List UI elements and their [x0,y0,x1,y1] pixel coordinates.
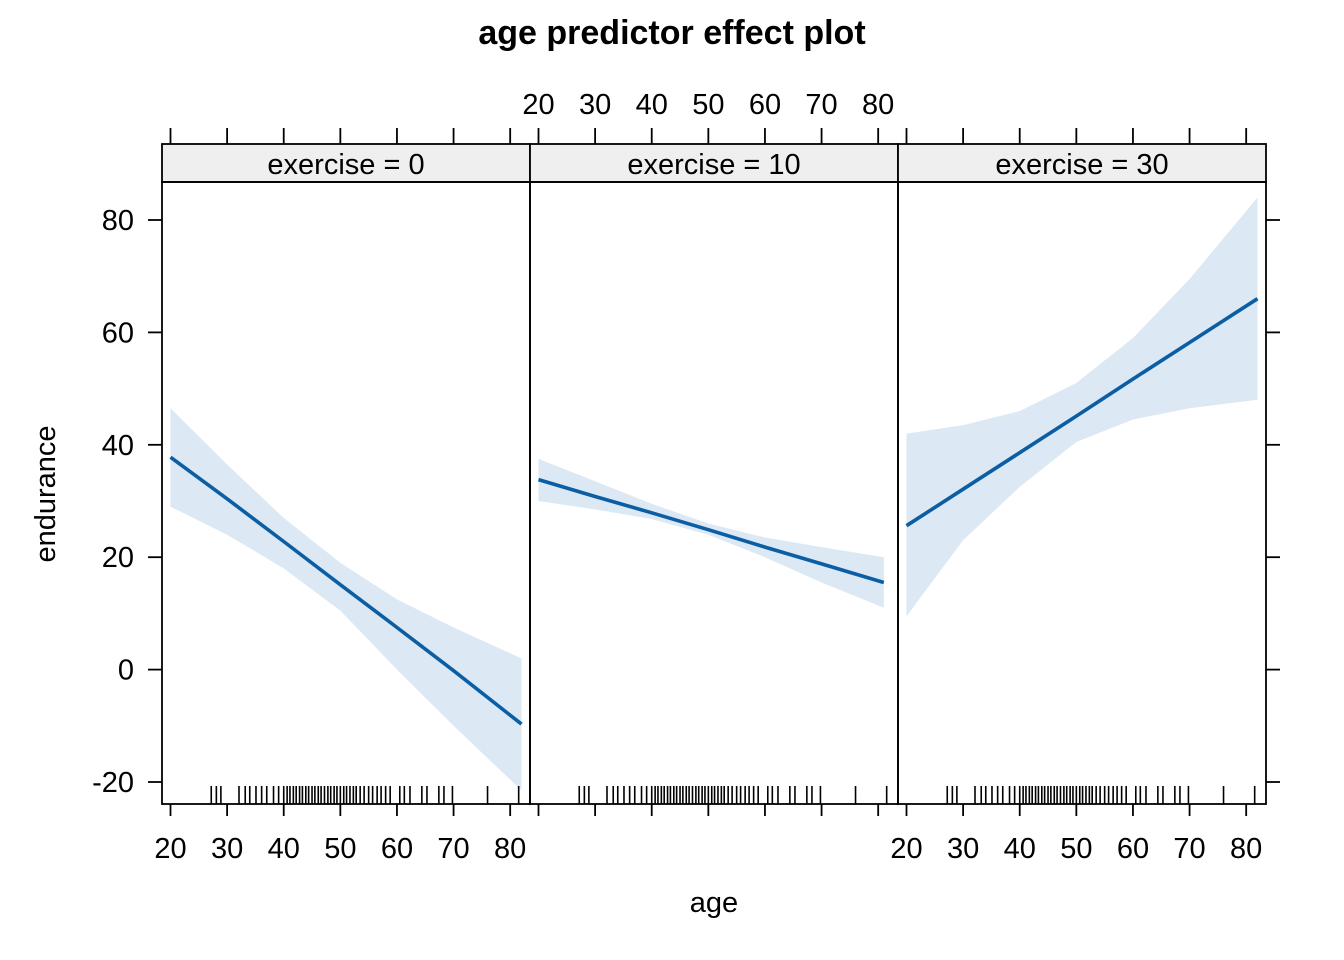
y-tick-label: 20 [102,542,134,574]
x-tick-label: 30 [211,833,243,865]
x-tick-label: 80 [494,833,526,865]
x-tick-label: 20 [890,833,922,865]
x-tick-label-top: 30 [579,89,611,121]
y-tick-label: 40 [102,430,134,462]
y-tick-label: 80 [102,205,134,237]
x-tick-label: 70 [437,833,469,865]
x-tick-label: 60 [381,833,413,865]
y-tick-label: 60 [102,317,134,349]
fit-line [905,297,1259,528]
strip-label: exercise = 10 [627,149,800,181]
y-tick-label: 0 [118,655,134,687]
x-tick-label: 80 [1230,833,1262,865]
x-tick-label-top: 60 [749,89,781,121]
chart-title: age predictor effect plot [478,14,865,52]
fit-line [169,455,523,726]
x-tick-label-top: 70 [805,89,837,121]
confidence-band [170,408,522,791]
strip-label: exercise = 0 [267,149,424,181]
plot-body: exercise = 0 20 30 40 50 60 70 80 exercise = 10 2… [92,89,1280,865]
x-tick-label: 30 [947,833,979,865]
confidence-band [906,197,1258,617]
x-tick-label: 40 [268,833,300,865]
y-tick-label: -20 [92,767,134,799]
x-tick-label: 50 [324,833,356,865]
x-tick-label: 50 [1060,833,1092,865]
fit-line [537,477,885,585]
confidence-band [538,458,884,608]
x-tick-label-top: 20 [522,89,554,121]
strip-label: exercise = 30 [995,149,1168,181]
x-tick-label-top: 80 [862,89,894,121]
x-axis-label: age [690,887,738,919]
x-tick-label: 60 [1117,833,1149,865]
x-tick-label: 40 [1004,833,1036,865]
x-tick-label-top: 40 [636,89,668,121]
x-tick-label: 70 [1173,833,1205,865]
x-tick-label: 20 [154,833,186,865]
y-axis-label: endurance [30,425,62,562]
panel-strip [161,143,531,183]
x-tick-label-top: 50 [692,89,724,121]
